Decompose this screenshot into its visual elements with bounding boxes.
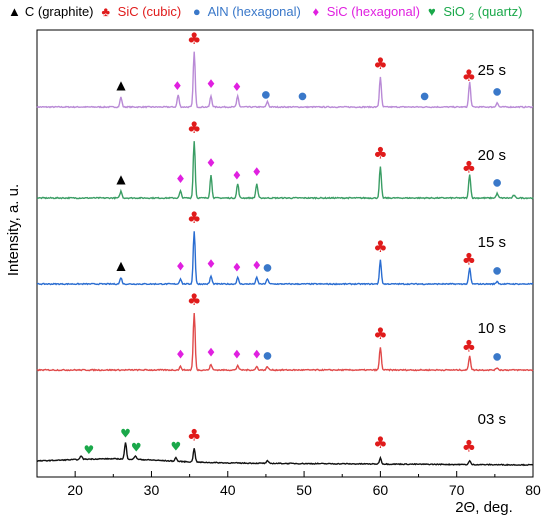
peak-marker-sic_cubic: ♣ — [187, 290, 201, 309]
legend-item-sic-hex: ♦ SiC (hexagonal) — [312, 4, 420, 19]
legend-item-aln: ● AlN (hexagonal) — [192, 4, 301, 19]
x-tick-label: 70 — [449, 482, 465, 498]
peak-marker-sic_cubic: ♣ — [462, 436, 476, 455]
series-label: 25 s — [478, 62, 506, 79]
peak-marker-quartz: ♥ — [84, 443, 95, 457]
y-axis-label: Intensity, a. u. — [5, 184, 22, 276]
x-tick-label: 50 — [296, 482, 312, 498]
peak-marker-sic_cubic: ♣ — [462, 337, 476, 356]
peak-marker-sic_hex: ♦ — [172, 79, 183, 93]
peak-marker-graphite: ▲ — [116, 172, 126, 186]
peak-marker-aln: ● — [420, 91, 429, 102]
peak-marker-sic_cubic: ♣ — [462, 66, 476, 85]
x-tick-label: 80 — [525, 482, 541, 498]
peak-marker-sic_hex: ♦ — [232, 80, 243, 94]
peak-marker-sic_cubic: ♣ — [462, 157, 476, 176]
peak-marker-quartz: ♥ — [131, 440, 142, 454]
x-tick-label: 30 — [144, 482, 160, 498]
chart-legend: ▲ C (graphite) ♣ SiC (cubic) ● AlN (hexago… — [8, 4, 530, 22]
x-tick-label: 60 — [373, 482, 389, 498]
peak-marker-sic_hex: ♦ — [251, 165, 262, 179]
peak-marker-sic_cubic: ♣ — [462, 249, 476, 268]
series-label: 03 s — [478, 411, 506, 428]
series-label: 20 s — [478, 147, 506, 164]
peak-marker-graphite: ▲ — [116, 259, 126, 273]
peak-marker-aln: ● — [493, 352, 502, 363]
series-label: 10 s — [478, 320, 506, 337]
peak-marker-sic_cubic: ♣ — [187, 426, 201, 445]
peak-marker-sic_cubic: ♣ — [373, 54, 387, 73]
peak-marker-sic_hex: ♦ — [232, 348, 243, 362]
peak-marker-quartz: ♥ — [170, 439, 181, 453]
legend-item-graphite: ▲ C (graphite) — [8, 4, 94, 19]
peak-marker-quartz: ♥ — [120, 427, 131, 441]
x-tick-label: 20 — [67, 482, 83, 498]
x-tick-label: 40 — [220, 482, 236, 498]
peak-marker-sic_hex: ♦ — [251, 348, 262, 362]
peak-marker-sic_hex: ♦ — [206, 257, 217, 271]
peak-marker-sic_hex: ♦ — [232, 169, 243, 183]
peak-marker-sic_cubic: ♣ — [187, 208, 201, 227]
x-axis-label: 2Θ, deg. — [455, 499, 513, 516]
peak-marker-sic_cubic: ♣ — [373, 433, 387, 452]
peak-marker-sic_hex: ♦ — [206, 77, 217, 91]
peak-marker-sic_cubic: ♣ — [373, 237, 387, 256]
peak-marker-sic_hex: ♦ — [206, 345, 217, 359]
peak-marker-sic_hex: ♦ — [251, 259, 262, 273]
legend-item-quartz: ♥ SiO 2 (quartz) — [427, 4, 523, 22]
trace-20-s — [36, 141, 534, 200]
trace-10-s — [36, 313, 534, 372]
peak-marker-sic_hex: ♦ — [175, 172, 186, 186]
peak-marker-aln: ● — [263, 263, 272, 274]
peak-marker-aln: ● — [262, 89, 271, 100]
trace-25-s — [36, 51, 534, 109]
peak-marker-aln: ● — [263, 351, 272, 362]
x-axis: 20 30 40 50 60 70 80 — [36, 471, 541, 498]
legend-item-sic-cubic: ♣ SiC (cubic) — [101, 4, 182, 19]
traces-group: 25 s▲ ♦♣♦ ♦● ●♣●♣●20 s▲ ♦♣♦♦ ♦♣♣●15 s▲ ♦♣♦ ♦ ♦ ●♣… — [36, 29, 534, 467]
trace-15-s — [36, 231, 534, 286]
plot-frame — [36, 29, 534, 478]
peak-marker-graphite: ▲ — [116, 78, 126, 92]
peak-marker-sic_cubic: ♣ — [373, 144, 387, 163]
peak-marker-aln: ● — [493, 177, 502, 188]
trace-03-s — [36, 442, 534, 467]
peak-marker-aln: ● — [298, 91, 307, 102]
series-label: 15 s — [478, 234, 506, 251]
peak-marker-sic_cubic: ♣ — [373, 324, 387, 343]
peak-marker-aln: ● — [493, 265, 502, 276]
peak-marker-sic_hex: ♦ — [175, 260, 186, 274]
peak-marker-sic_cubic: ♣ — [187, 118, 201, 137]
peak-marker-sic_hex: ♦ — [232, 260, 243, 274]
peak-marker-sic_hex: ♦ — [175, 348, 186, 362]
peak-marker-sic_hex: ♦ — [206, 156, 217, 170]
peak-marker-aln: ● — [493, 87, 502, 98]
peak-marker-sic_cubic: ♣ — [187, 29, 201, 48]
